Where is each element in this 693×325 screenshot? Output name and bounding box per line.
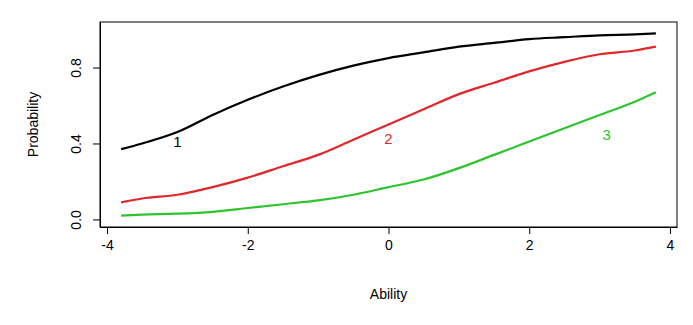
x-axis-title: Ability: [370, 286, 407, 302]
x-tick: -2: [242, 227, 255, 253]
plot: -4 -2 0 2 4 0.0 0.4 0.8 1 2 3: [68, 22, 678, 253]
x-tick-label: 4: [667, 237, 675, 253]
x-tick-mark: [107, 227, 108, 234]
annotation: 3: [602, 126, 610, 143]
x-tick: 0: [385, 227, 393, 253]
y-tick-label: 0.4: [68, 134, 84, 154]
y-axis-line: [100, 23, 101, 228]
annotation: 1: [173, 133, 181, 150]
y-tick-mark: [93, 143, 100, 144]
annotations: 1 2 3: [173, 126, 611, 151]
y-tick-mark: [93, 68, 100, 69]
annotation: 2: [384, 130, 392, 147]
y-tick-label: 0.8: [68, 58, 84, 78]
x-tick-mark: [389, 227, 390, 234]
x-tick: 2: [526, 227, 534, 253]
x-axis: -4 -2 0 2 4: [101, 227, 678, 253]
x-tick: 4: [667, 227, 675, 253]
y-tick: 0.8: [68, 58, 100, 78]
x-tick-mark: [248, 227, 249, 234]
x-tick-mark: [529, 227, 530, 234]
series-line: [121, 92, 656, 215]
y-tick-mark: [93, 219, 100, 220]
y-tick: 0.0: [68, 210, 100, 230]
series-line: [121, 33, 656, 149]
x-tick-mark: [670, 227, 671, 234]
chart: -4 -2 0 2 4 0.0 0.4 0.8 1 2 3 Ability Probability: [0, 0, 693, 325]
y-tick-label: 0.0: [68, 210, 84, 230]
x-tick-label: -2: [242, 237, 255, 253]
y-tick: 0.4: [68, 134, 100, 154]
y-axis-title: Probability: [25, 92, 41, 157]
x-tick-label: -4: [101, 237, 114, 253]
y-axis: 0.0 0.4 0.8: [68, 23, 101, 230]
x-tick-label: 0: [385, 237, 393, 253]
series-group: [121, 33, 656, 215]
plot-frame: [100, 22, 677, 227]
x-tick-label: 2: [526, 237, 534, 253]
x-tick: -4: [101, 227, 114, 253]
